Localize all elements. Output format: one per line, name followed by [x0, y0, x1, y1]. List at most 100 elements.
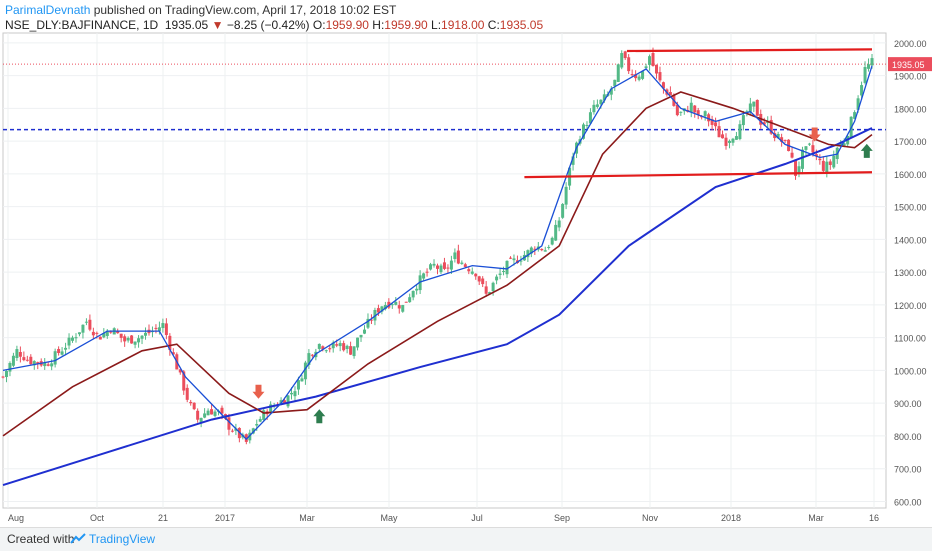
- candle-body: [477, 276, 481, 282]
- candle-body: [832, 155, 836, 168]
- candle-body: [196, 410, 200, 420]
- candle-body: [623, 51, 627, 59]
- candle-body: [571, 156, 575, 165]
- candle-body: [456, 250, 460, 264]
- open-value: 1959.90: [325, 18, 369, 32]
- x-tick-label: May: [380, 513, 398, 523]
- y-tick-label: 800.00: [894, 432, 922, 442]
- candle-body: [213, 411, 217, 416]
- candle-body: [411, 290, 415, 298]
- candle-body: [71, 337, 75, 341]
- candle-body: [404, 301, 408, 303]
- candle-body: [853, 112, 857, 119]
- y-tick-label: 1900.00: [894, 72, 927, 82]
- trend-line: [524, 171, 873, 179]
- x-tick-label: 2017: [215, 513, 235, 523]
- candle-body: [293, 391, 297, 397]
- candle-body: [53, 351, 57, 365]
- candle-body: [356, 337, 360, 348]
- candle-body: [714, 122, 718, 127]
- candle-body: [369, 319, 373, 321]
- candle-body: [244, 434, 248, 442]
- y-tick-label: 1500.00: [894, 203, 927, 213]
- candle-body: [599, 99, 603, 105]
- candle-body: [192, 402, 196, 410]
- candle-body: [84, 321, 88, 323]
- candle-body: [359, 334, 363, 338]
- candle-body: [154, 327, 158, 329]
- candle-body: [286, 395, 290, 407]
- candle-body: [64, 347, 68, 350]
- candle-body: [780, 137, 784, 142]
- candle-body: [762, 122, 766, 125]
- candle-body: [481, 278, 485, 285]
- high-value: 1959.90: [384, 18, 428, 32]
- change-arrow-icon: ▼: [211, 18, 224, 32]
- candle-body: [630, 74, 634, 76]
- candle-body: [269, 404, 273, 414]
- candle-body: [755, 99, 759, 116]
- candle-body: [164, 323, 168, 336]
- candle-body: [300, 378, 304, 382]
- created-with: Created with: [7, 532, 75, 546]
- candle-body: [734, 136, 738, 140]
- candle-body: [550, 237, 554, 245]
- candle-body: [634, 74, 638, 79]
- candle-body: [637, 76, 641, 80]
- candle-body: [794, 159, 798, 176]
- candle-body: [696, 110, 700, 115]
- candle-body: [502, 270, 506, 272]
- candle-body: [137, 338, 141, 343]
- candle-body: [460, 262, 464, 264]
- publish-line: ParimalDevnath published on TradingView.…: [5, 3, 396, 17]
- candle-body: [397, 305, 401, 309]
- last-price-label: 1935.05: [892, 60, 925, 70]
- y-tick-label: 2000.00: [894, 39, 927, 49]
- tradingview-brand[interactable]: TradingView: [89, 532, 156, 546]
- candle-body: [255, 424, 259, 426]
- author-link[interactable]: ParimalDevnath: [5, 3, 91, 17]
- arrow-down-marker: [808, 127, 821, 142]
- candle-body: [345, 345, 349, 349]
- candle-body: [415, 288, 419, 291]
- candle-body: [533, 248, 537, 250]
- candle-body: [25, 359, 29, 361]
- x-tick-label: Jul: [471, 513, 483, 523]
- candle-body: [752, 101, 756, 107]
- price-chart[interactable]: 2000.00 1900.00 1800.00 1700.00 1600.00 1500.…: [0, 0, 932, 527]
- candle-body: [335, 344, 339, 346]
- sma-short-line: [2, 65, 873, 441]
- candle-body: [105, 330, 109, 337]
- candle-body: [140, 335, 144, 339]
- y-tick-label: 1100.00: [894, 334, 926, 344]
- candle-body: [609, 88, 613, 95]
- candle-body: [283, 400, 287, 404]
- candle-body: [109, 331, 113, 333]
- candle-body: [453, 252, 457, 259]
- candle-body: [133, 341, 137, 345]
- last-price-badge: [888, 57, 932, 72]
- candle-body: [540, 248, 544, 251]
- candle-body: [825, 161, 829, 173]
- y-tick-label: 900.00: [894, 399, 922, 409]
- candle-body: [185, 387, 189, 400]
- candle-body: [526, 250, 530, 258]
- candle-body: [668, 92, 672, 96]
- candle-body: [679, 111, 683, 113]
- candle-body: [721, 134, 725, 139]
- candle-body: [651, 53, 655, 66]
- candle-body: [182, 371, 186, 391]
- candle-body: [144, 332, 148, 336]
- candle-body: [436, 265, 439, 269]
- candle-body: [561, 204, 565, 218]
- arrow-up-marker: [313, 409, 326, 424]
- candle-body: [338, 343, 342, 347]
- y-tick-label: 600.00: [894, 497, 922, 507]
- candle-body: [50, 363, 54, 367]
- candle-body: [178, 369, 182, 373]
- candle-body: [557, 220, 561, 228]
- candle-body: [648, 56, 652, 65]
- candle-body: [554, 224, 558, 241]
- candle-body: [116, 330, 120, 334]
- candle-body: [508, 257, 512, 259]
